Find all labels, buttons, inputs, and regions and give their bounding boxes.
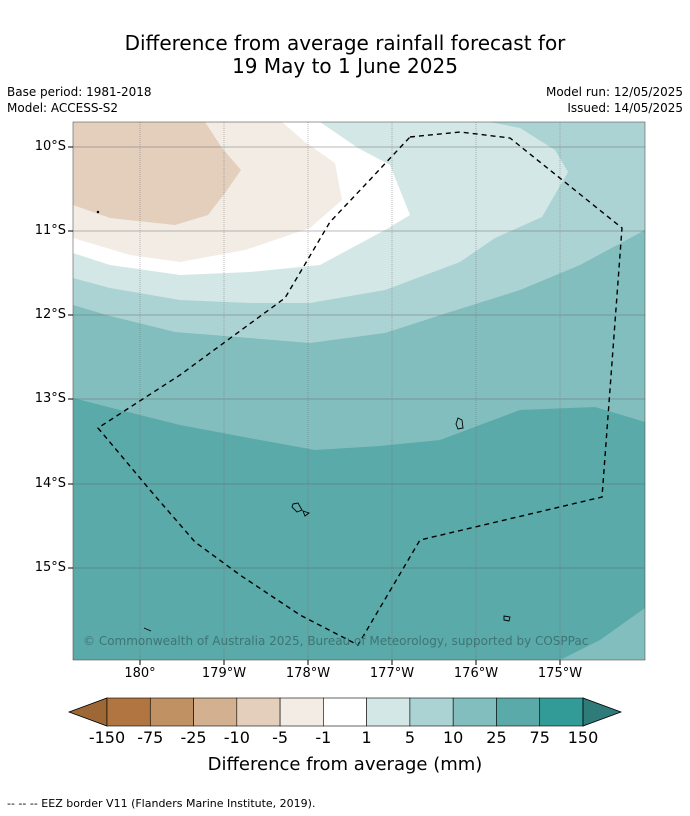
lon-label-180: 180°: [124, 666, 156, 681]
colorbar-segment: [496, 697, 541, 727]
colorbar-title: Difference from average (mm): [207, 754, 483, 775]
map-title-line-1: Difference from average rainfall forecas…: [124, 31, 566, 55]
lat-label-13s: 13°S: [34, 391, 66, 406]
colorbar-tick-label: 75: [529, 728, 550, 747]
colorbar-tick-label: 25: [486, 728, 507, 747]
model-run-text: Model run: 12/05/2025: [545, 85, 683, 99]
colorbar-tick-label: -5: [272, 728, 289, 747]
colorbar-extend-low: [67, 697, 108, 727]
lon-label-176w: 176°W: [453, 666, 499, 681]
colorbar-segment: [193, 697, 238, 727]
lon-label-177w: 177°W: [369, 666, 415, 681]
colorbar-segment: [539, 697, 584, 727]
lat-label-12s: 12°S: [34, 307, 66, 322]
copyright-notice: © Commonwealth of Australia 2025, Bureau…: [83, 634, 589, 648]
colorbar-segment: [366, 697, 411, 727]
colorbar-segment: [409, 697, 454, 727]
colorbar-tick-label: 10: [442, 728, 464, 747]
colorbar-segment: [279, 697, 324, 727]
lon-label-179w: 179°W: [201, 666, 247, 681]
eez-border: [96, 131, 623, 646]
rainfall-contours: [73, 122, 645, 660]
issued-text: Issued: 14/05/2025: [567, 101, 683, 115]
map-frame: [72, 121, 646, 661]
lat-label-11s: 11°S: [34, 223, 66, 238]
islands: [96, 210, 511, 632]
eez-footnote: -- -- -- EEZ border V11 (Flanders Marine…: [7, 797, 316, 810]
colorbar-tick-label: 5: [404, 728, 415, 747]
axis-ticks: [68, 146, 561, 665]
lon-label-178w: 178°W: [285, 666, 331, 681]
lon-label-175w: 175°W: [537, 666, 583, 681]
colorbar-segment: [236, 697, 281, 727]
island-4: [503, 615, 511, 622]
island-2: [291, 502, 303, 513]
model-text: Model: ACCESS-S2: [7, 101, 119, 115]
colorbar: [67, 697, 623, 727]
map-title-line-2: 19 May to 1 June 2025: [232, 54, 458, 78]
colorbar-tick-label: -150: [88, 728, 126, 747]
lat-label-14s: 14°S: [34, 476, 66, 491]
island-6: [96, 210, 100, 214]
band-neg10-neg5: [73, 122, 241, 225]
island-1: [455, 417, 464, 430]
colorbar-tick-label: 150: [567, 728, 599, 747]
colorbar-tick-label: -75: [137, 728, 164, 747]
graticule: [73, 122, 645, 660]
band-10-25-corner: [560, 608, 645, 660]
colorbar-segment: [452, 697, 497, 727]
colorbar-segment: [323, 697, 367, 727]
colorbar-segment: [149, 697, 194, 727]
island-3: [302, 510, 310, 517]
colorbar-tick-label: -10: [223, 728, 250, 747]
colorbar-tick-label: -1: [315, 728, 332, 747]
lat-label-15s: 15°S: [34, 560, 66, 575]
base-period-text: Base period: 1981-2018: [7, 85, 152, 99]
lat-label-10s: 10°S: [34, 139, 66, 154]
colorbar-tick-label: -25: [180, 728, 207, 747]
colorbar-extend-high: [582, 697, 623, 727]
island-5: [143, 627, 152, 632]
colorbar-segment: [106, 697, 151, 727]
colorbar-tick-label: 1: [361, 728, 372, 747]
